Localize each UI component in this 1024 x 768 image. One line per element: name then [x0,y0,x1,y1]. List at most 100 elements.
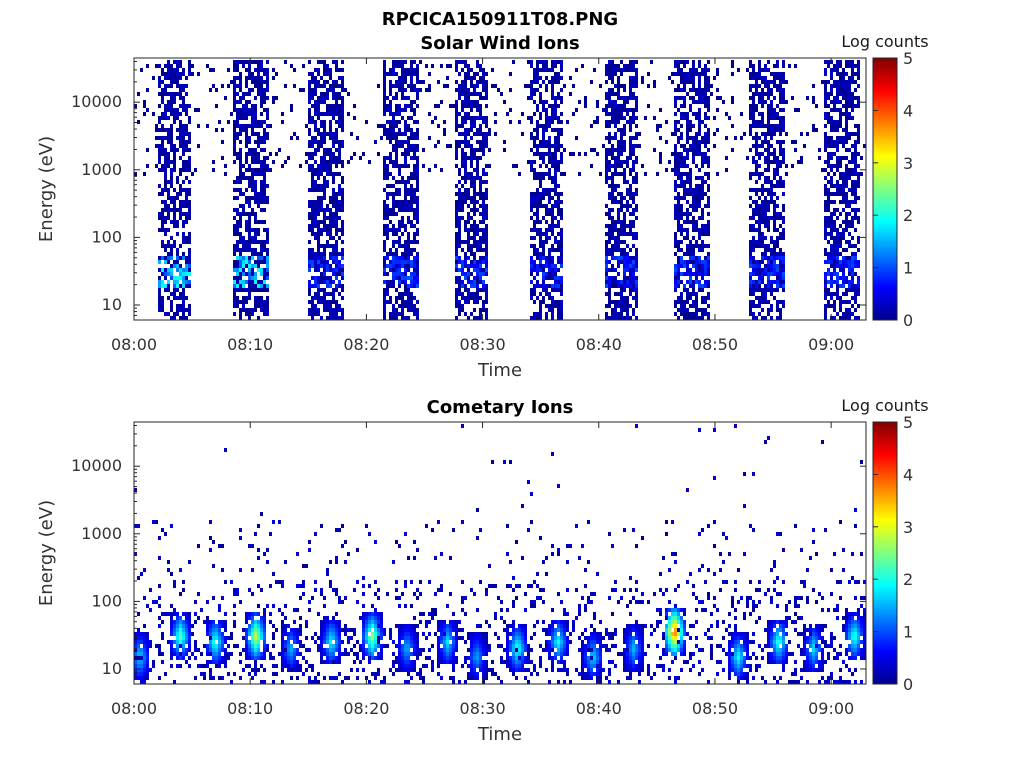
heatmap-cell [755,160,758,164]
heatmap-cell [776,128,779,132]
heatmap-cell [536,72,539,76]
heatmap-cell [707,68,710,72]
heatmap-cell [170,252,173,256]
heatmap-cell [476,176,479,180]
heatmap-cell [263,168,266,172]
heatmap-cell [461,196,464,200]
heatmap-cell [233,260,236,264]
heatmap-cell [614,100,617,104]
heatmap-cell [527,60,530,64]
heatmap-cell [767,92,770,96]
heatmap-cell [404,140,407,144]
heatmap-cell [395,264,398,268]
heatmap-cell [533,300,536,304]
heatmap-cell [467,244,470,248]
heatmap-cell [383,96,386,100]
heatmap-cell [758,312,761,316]
heatmap-cell [701,308,704,312]
heatmap-cell [281,120,284,124]
heatmap-cell [239,176,242,180]
heatmap-cell [827,268,830,272]
heatmap-cell [254,168,257,172]
heatmap-cell [836,312,839,316]
heatmap-cell [482,228,485,232]
heatmap-cell [617,92,620,96]
heatmap-cell [461,304,464,308]
heatmap-cell [689,316,692,320]
heatmap-cell [791,96,794,100]
heatmap-cell [176,136,179,140]
heatmap-cell [254,280,257,284]
heatmap-cell [680,232,683,236]
heatmap-cell [413,148,416,152]
heatmap-cell [830,260,833,264]
heatmap-cell [407,292,410,296]
heatmap-cell [578,152,581,156]
heatmap-cell [338,216,341,220]
heatmap-cell [236,232,239,236]
heatmap-cell [626,112,629,116]
heatmap-cell [683,312,686,316]
heatmap-cell [689,192,692,196]
heatmap-cell [539,236,542,240]
heatmap-cell [548,308,551,312]
heatmap-cell [311,284,314,288]
heatmap-cell [185,160,188,164]
heatmap-cell [164,168,167,172]
heatmap-cell [458,236,461,240]
heatmap-cell [773,64,776,68]
heatmap-cell [428,112,431,116]
heatmap-cell [188,156,191,160]
heatmap-cell [158,148,161,152]
heatmap-cell [680,176,683,180]
heatmap-cell [461,208,464,212]
heatmap-cell [410,100,413,104]
heatmap-cell [314,280,317,284]
heatmap-cell [401,316,404,320]
heatmap-cell [626,280,629,284]
heatmap-cell [383,212,386,216]
heatmap-cell [824,72,827,76]
heatmap-cell [236,208,239,212]
heatmap-cell [245,160,248,164]
heatmap-cell [212,160,215,164]
heatmap-cell [782,152,785,156]
heatmap-cell [752,92,755,96]
heatmap-cell [698,284,701,288]
heatmap-cell [164,228,167,232]
heatmap-cell [416,308,419,312]
heatmap-cell [707,60,710,64]
heatmap-cell [251,284,254,288]
heatmap-cell [554,284,557,288]
heatmap-cell [170,316,173,320]
heatmap-cell [605,256,608,260]
heatmap-cell [674,244,677,248]
heatmap-cell [761,252,764,256]
heatmap-cell [257,252,260,256]
heatmap-cell [485,204,488,208]
heatmap-cell [548,252,551,256]
heatmap-cell [257,232,260,236]
heatmap-cell [245,128,248,132]
heatmap-cell [836,284,839,288]
heatmap-cell [395,296,398,300]
heatmap-cell [749,88,752,92]
heatmap-cell [695,280,698,284]
heatmap-cell [407,304,410,308]
heatmap-cell [392,316,395,320]
heatmap-cell [419,80,422,84]
heatmap-cell [308,128,311,132]
heatmap-cell [689,268,692,272]
heatmap-cell [467,204,470,208]
heatmap-cell [677,296,680,300]
heatmap-cell [839,124,842,128]
heatmap-cell [485,180,488,184]
heatmap-cell [611,112,614,116]
heatmap-cell [416,104,419,108]
heatmap-cell [416,160,419,164]
heatmap-cell [692,64,695,68]
heatmap-cell [335,300,338,304]
heatmap-cell [272,68,275,72]
heatmap-cell [692,280,695,284]
heatmap-cell [470,68,473,72]
